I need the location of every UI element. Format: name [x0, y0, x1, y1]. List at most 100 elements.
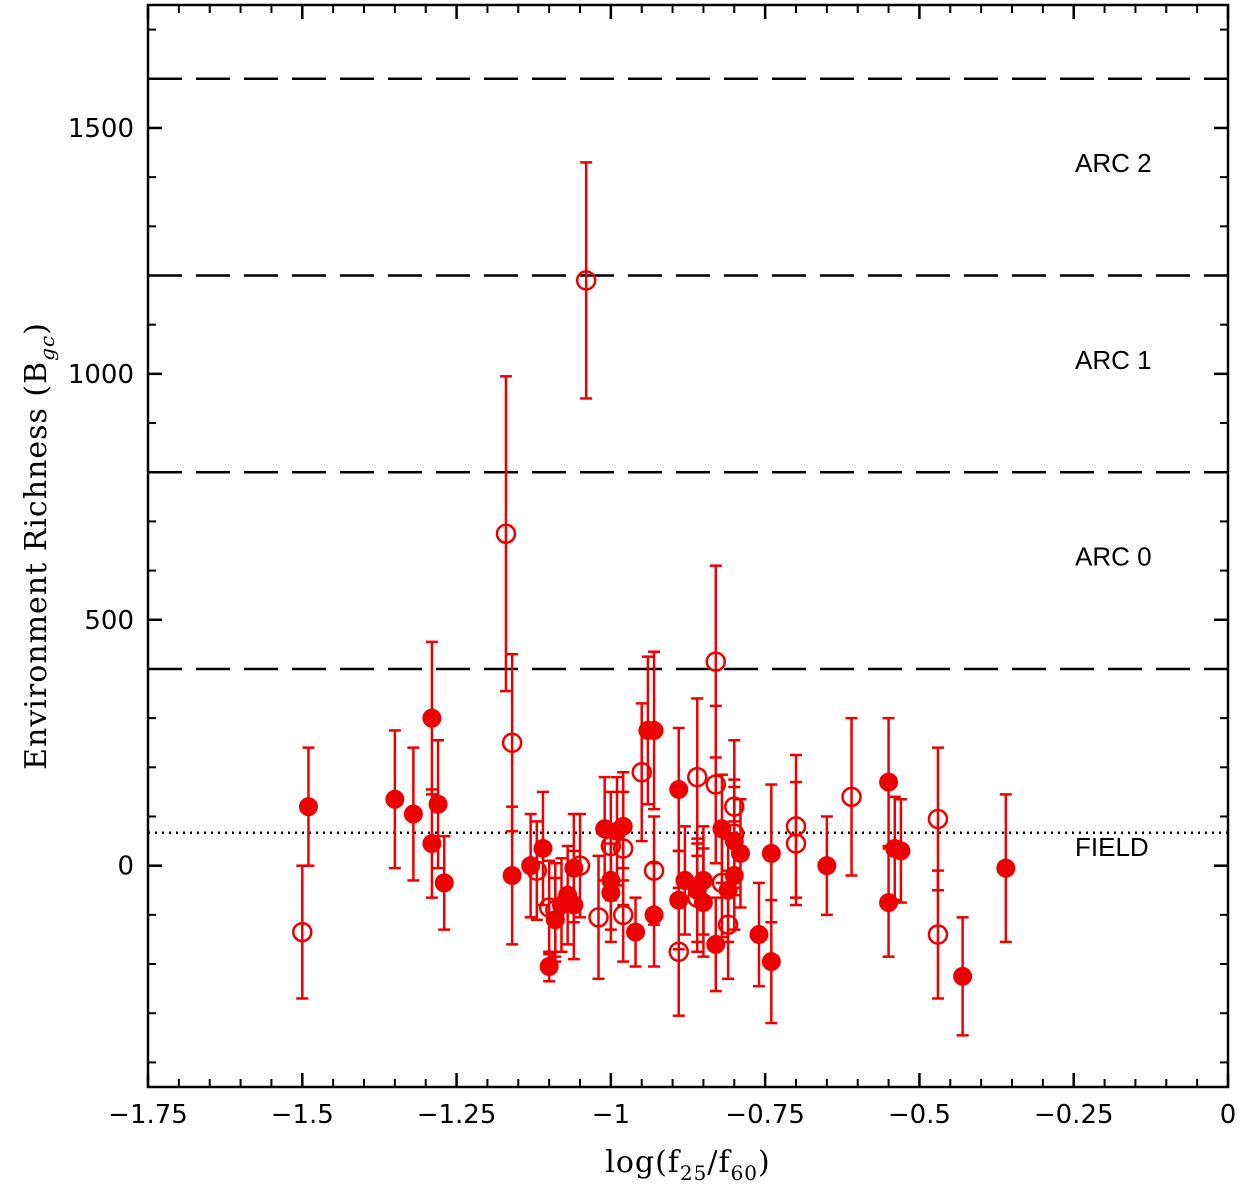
- filled-point-0: [298, 746, 318, 867]
- filled-marker: [626, 922, 646, 942]
- y-axis-label-pre: Environment Richness (B: [19, 361, 54, 770]
- open-point-6: [569, 812, 591, 919]
- filled-point-40: [817, 815, 837, 917]
- x-tick-label-6: −0.25: [1034, 1100, 1114, 1130]
- y-axis-label: Environment Richness (Bgc): [19, 322, 59, 770]
- filled-marker: [817, 856, 837, 876]
- filled-marker: [730, 843, 750, 863]
- open-marker: [526, 860, 548, 881]
- open-marker: [687, 887, 708, 908]
- y-tick-label-0: 0: [117, 852, 134, 882]
- filled-marker: [403, 804, 423, 824]
- x-axis-label: log(f25/f60): [605, 1145, 771, 1185]
- open-marker: [612, 838, 634, 859]
- filled-point-37: [749, 881, 769, 988]
- x-tick-label-2: −1.25: [417, 1100, 497, 1130]
- open-marker: [705, 651, 727, 672]
- open-point-5: [545, 861, 566, 958]
- filled-point-3: [422, 640, 442, 796]
- open-marker: [687, 766, 708, 788]
- y-axis-label-post: ): [19, 322, 54, 335]
- open-point-2: [501, 652, 523, 833]
- filled-point-2: [403, 746, 423, 882]
- filled-marker: [422, 708, 442, 728]
- x-tick-label-4: −0.75: [725, 1100, 805, 1130]
- y-tick-label-3: 1500: [68, 114, 134, 144]
- x-tick-label-0: −1.75: [108, 1100, 188, 1130]
- x-axis-label-post: ): [758, 1145, 771, 1180]
- filled-point-1: [385, 729, 405, 870]
- filled-point-31: [706, 896, 726, 993]
- open-marker: [569, 855, 591, 876]
- open-point-27: [927, 869, 949, 1000]
- open-point-12: [631, 702, 652, 843]
- open-point-22: [724, 778, 745, 890]
- open-point-25: [841, 716, 862, 877]
- y-tick-label-2: 1000: [68, 360, 134, 390]
- filled-marker: [996, 858, 1016, 878]
- region-label-0: FIELD: [1075, 832, 1149, 862]
- open-marker: [717, 914, 739, 935]
- x-axis-label-sub2: 60: [731, 1161, 758, 1185]
- open-marker: [292, 921, 313, 943]
- filled-point-39: [761, 783, 781, 924]
- region-labels: FIELD ARC 0 ARC 1 ARC 2: [1075, 148, 1152, 862]
- filled-marker: [669, 779, 689, 799]
- filled-marker: [644, 720, 664, 740]
- filled-point-36: [730, 798, 750, 909]
- filled-marker: [428, 794, 448, 814]
- filled-marker: [749, 925, 769, 945]
- x-tick-label-1: −1.5: [271, 1100, 334, 1130]
- open-point-20: [717, 869, 739, 981]
- filled-point-23: [644, 650, 664, 811]
- filled-marker: [385, 789, 405, 809]
- reference-lines: [148, 77, 1228, 834]
- filled-marker: [298, 797, 318, 817]
- open-marker: [501, 732, 523, 753]
- open-marker: [711, 872, 733, 894]
- open-marker: [545, 899, 566, 921]
- open-point-18: [705, 564, 727, 759]
- filled-marker: [891, 841, 911, 861]
- y-axis-label-sub: gc: [35, 335, 59, 361]
- plot-frame: [146, 3, 1230, 1089]
- filled-marker: [761, 952, 781, 972]
- x-axis-label-mid: /f: [707, 1145, 731, 1180]
- axis-ticks: −1.75 −1.5 −1.25 −1 −0.75 −0.5 −0.25 0 0 500 1000 1…: [68, 5, 1236, 1130]
- region-label-3: ARC 2: [1075, 148, 1152, 178]
- filled-point-6: [434, 834, 454, 931]
- filled-marker: [879, 772, 899, 792]
- open-marker: [588, 907, 609, 928]
- y-tick-label-1: 500: [84, 606, 134, 636]
- filled-point-15: [564, 849, 584, 961]
- open-point-11: [612, 790, 634, 907]
- filled-marker: [502, 866, 522, 886]
- open-marker: [631, 761, 652, 783]
- filled-marker: [533, 838, 553, 858]
- region-label-1: ARC 0: [1075, 542, 1152, 572]
- open-point-26: [927, 746, 949, 892]
- open-marker: [495, 523, 517, 544]
- open-point-4: [538, 859, 560, 956]
- x-axis-label-pre: log(f: [605, 1145, 681, 1180]
- open-point-1: [495, 375, 517, 693]
- open-marker: [705, 774, 727, 795]
- filled-marker: [422, 834, 442, 854]
- open-marker: [668, 941, 689, 962]
- open-marker: [927, 808, 949, 830]
- filled-point-46: [996, 793, 1016, 944]
- open-marker: [785, 833, 807, 854]
- open-point-24: [785, 780, 807, 907]
- filled-marker: [953, 966, 973, 986]
- open-marker: [841, 786, 862, 808]
- x-axis-label-sub1: 25: [680, 1161, 707, 1185]
- open-point-9: [600, 790, 622, 902]
- open-marker: [575, 270, 597, 291]
- data-points: [292, 161, 1016, 1037]
- open-marker: [600, 835, 622, 857]
- open-point-14: [668, 886, 689, 1017]
- open-marker: [724, 823, 745, 844]
- filled-marker: [434, 873, 454, 893]
- filled-point-5: [428, 739, 448, 870]
